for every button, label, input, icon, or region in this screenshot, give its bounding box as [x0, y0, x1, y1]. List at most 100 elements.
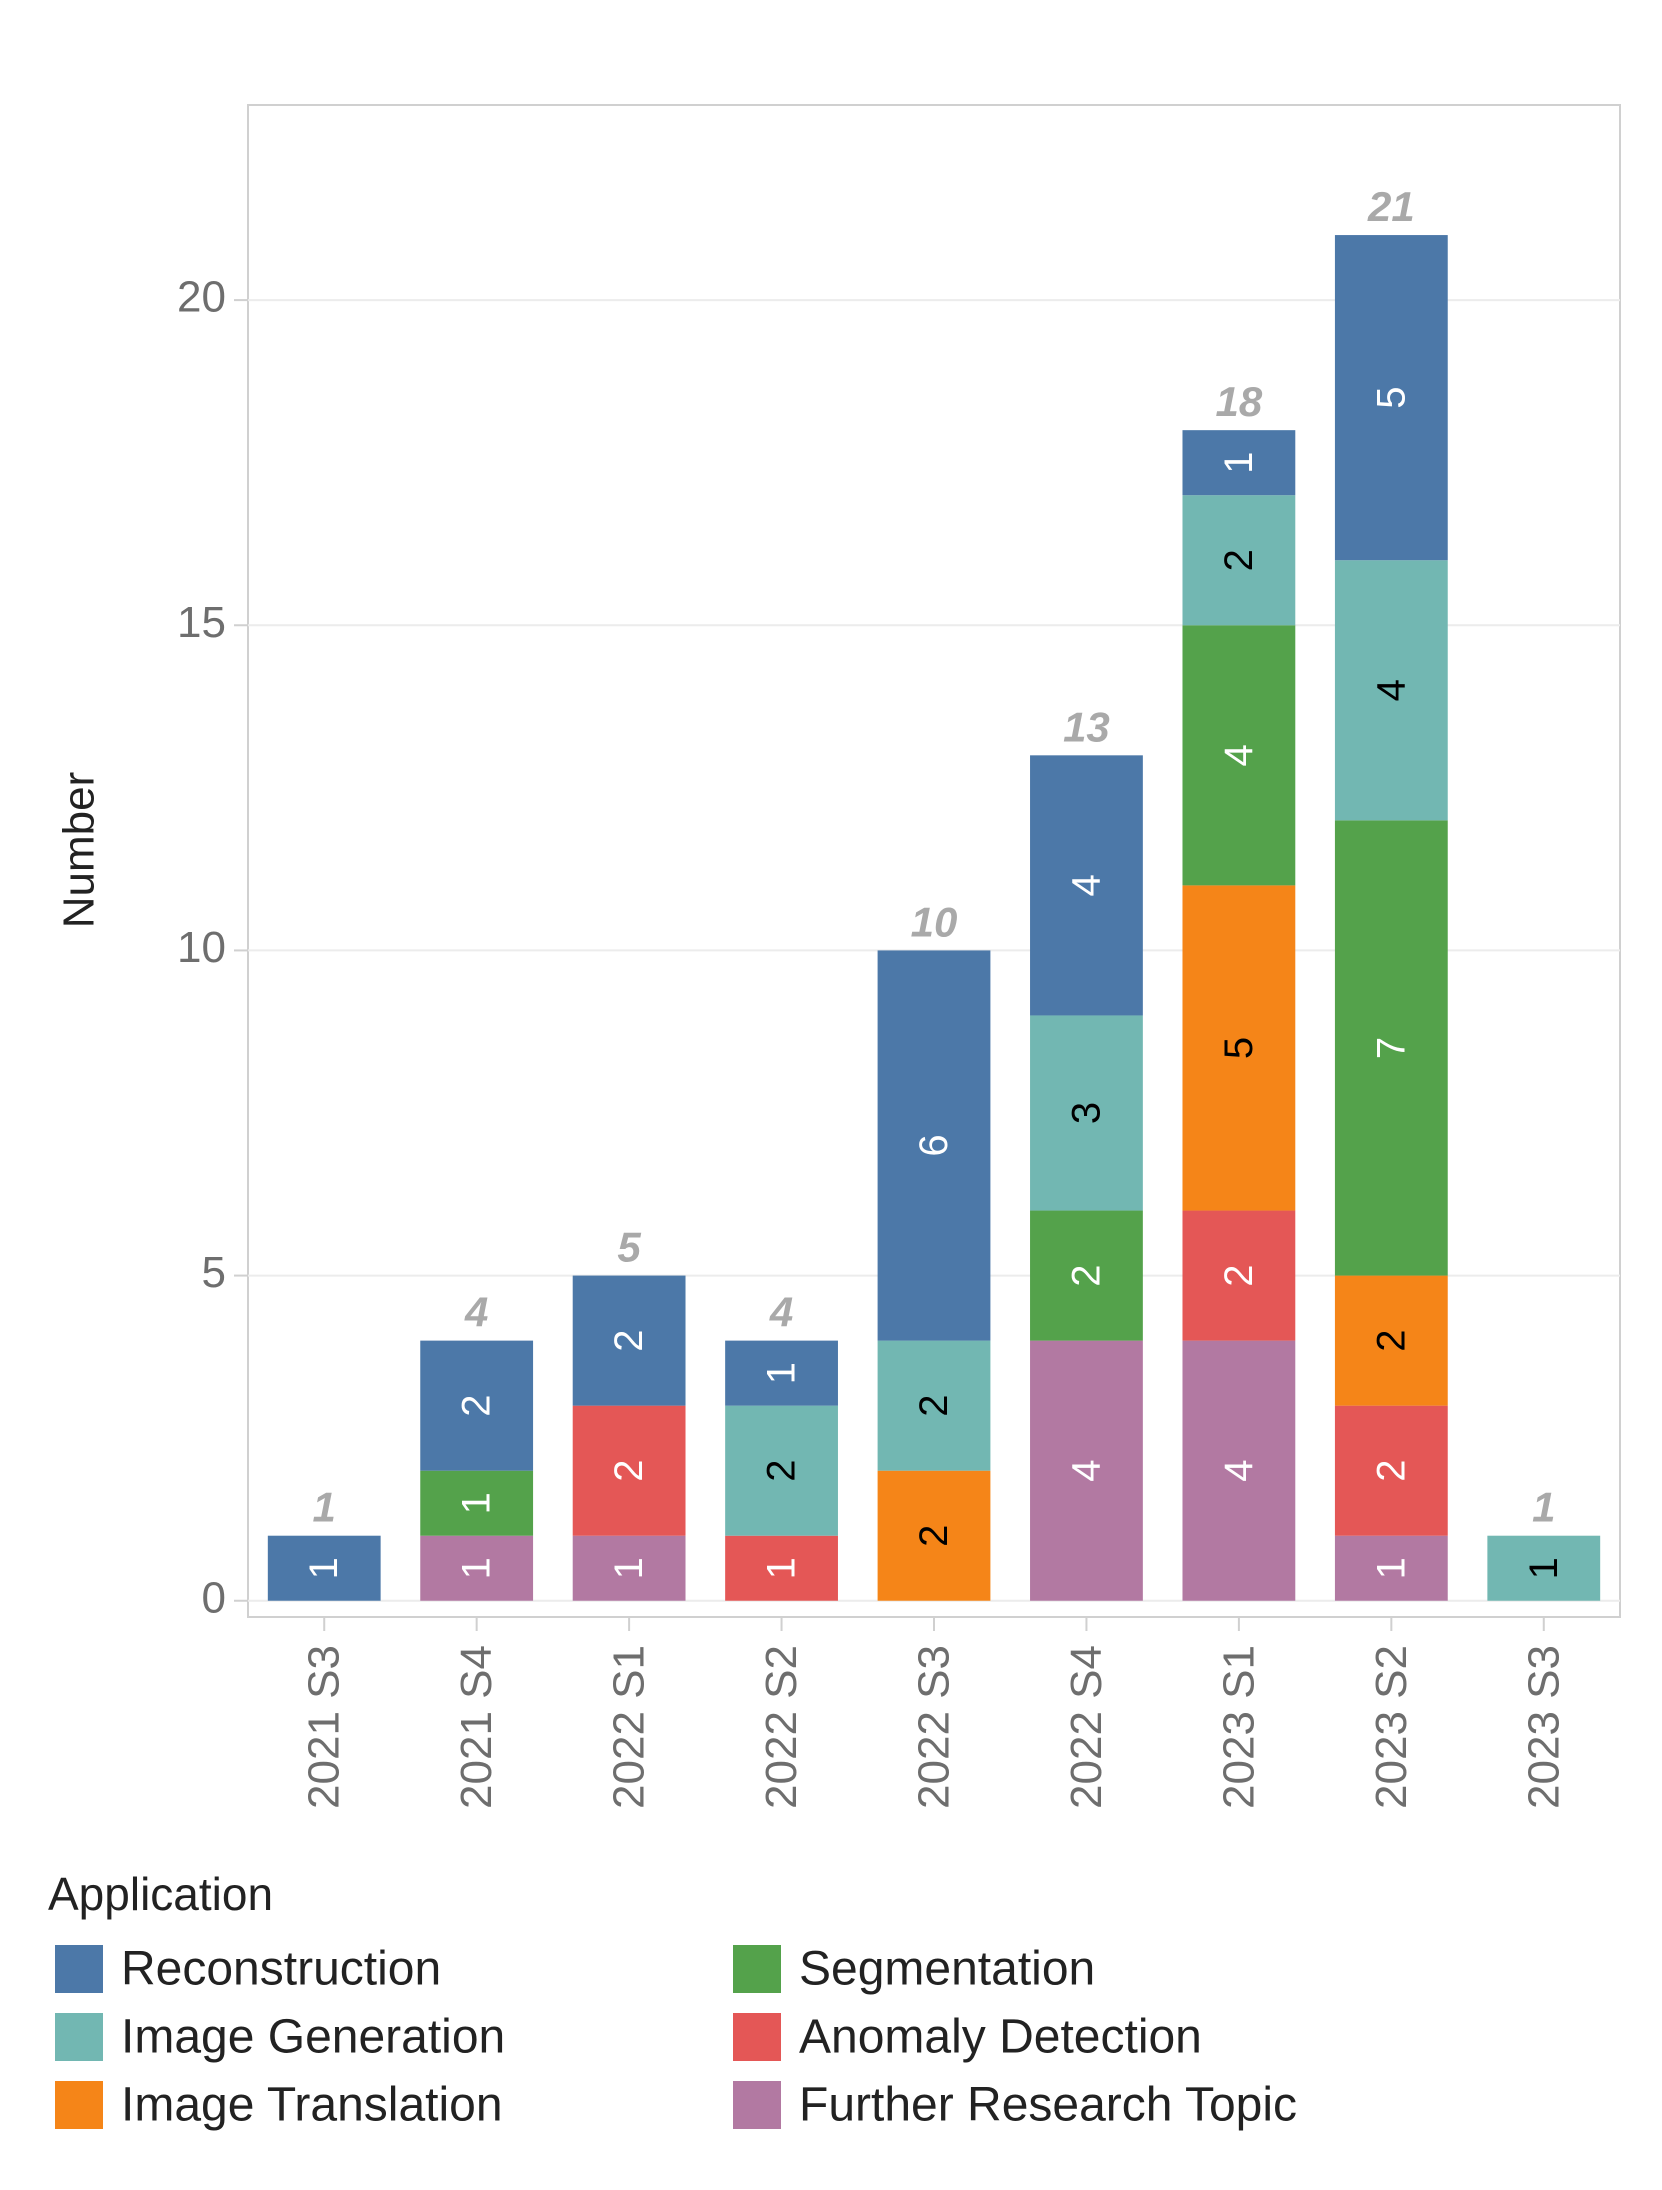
data-label: 1 [1522, 1557, 1566, 1579]
legend-swatch [733, 2013, 781, 2061]
x-tick-label: 2023 S1 [1214, 1645, 1263, 1809]
x-tick-label: 2022 S1 [605, 1645, 654, 1809]
legend-label: Image Generation [121, 2011, 505, 2064]
y-tick-label: 5 [202, 1248, 226, 1297]
bar-segment [1182, 430, 1296, 496]
data-label: 7 [1369, 1037, 1413, 1059]
bar-segment [725, 1405, 838, 1536]
total-label: 1 [313, 1484, 336, 1531]
bar-segment [1334, 235, 1448, 561]
data-label: 1 [760, 1362, 804, 1384]
legend-title: Application [48, 1868, 273, 1920]
legend-swatch [55, 2081, 103, 2129]
x-tick-label: 2023 S2 [1367, 1645, 1416, 1809]
total-label: 18 [1216, 378, 1263, 425]
bar-segment [572, 1535, 686, 1601]
bar-segment [1182, 885, 1296, 1211]
bar-segment [1487, 1535, 1601, 1601]
x-tick-label: 2023 S3 [1519, 1645, 1568, 1809]
bar-segment [420, 1535, 534, 1601]
bar-segment [1182, 1340, 1296, 1601]
data-label: 2 [760, 1460, 804, 1482]
data-label: 2 [1369, 1460, 1413, 1482]
bar-segment [1030, 1340, 1143, 1601]
data-label: 2 [455, 1395, 499, 1417]
total-label: 4 [464, 1289, 488, 1336]
bar-segment [725, 1535, 838, 1601]
bar-segment [877, 1340, 991, 1471]
bar-segment [1334, 560, 1448, 821]
data-label: 2 [1217, 1264, 1261, 1286]
legend-label: Segmentation [799, 1943, 1095, 1996]
data-label: 1 [455, 1557, 499, 1579]
data-label: 4 [1064, 874, 1108, 896]
legend-label: Further Research Topic [799, 2079, 1297, 2132]
data-label: 3 [1064, 1102, 1108, 1124]
x-tick-label: 2021 S4 [452, 1645, 501, 1809]
data-label: 1 [607, 1557, 651, 1579]
data-label: 2 [912, 1525, 956, 1547]
bar-segment [1182, 625, 1296, 886]
bar-segment [1334, 820, 1448, 1276]
total-label: 5 [617, 1224, 641, 1271]
data-label: 5 [1217, 1037, 1261, 1059]
y-tick-label: 15 [177, 598, 226, 647]
data-label: 1 [1369, 1557, 1413, 1579]
x-tick-label: 2021 S3 [300, 1645, 349, 1809]
bar-segment [877, 1470, 991, 1601]
data-label: 4 [1217, 1460, 1261, 1482]
total-label: 10 [911, 898, 958, 945]
data-label: 2 [1064, 1264, 1108, 1286]
bar-segment [420, 1340, 534, 1471]
data-label: 4 [1064, 1460, 1108, 1482]
legend-label: Anomaly Detection [799, 2011, 1202, 2064]
bar-segment [420, 1470, 534, 1536]
data-label: 1 [760, 1557, 804, 1579]
data-label: 6 [912, 1134, 956, 1156]
bar-segment [725, 1340, 838, 1406]
total-label: 1 [1532, 1484, 1555, 1531]
bar-segment [1030, 1015, 1143, 1211]
bar-segment [1030, 1210, 1143, 1341]
data-label: 2 [1369, 1329, 1413, 1351]
bar-segment [877, 950, 991, 1341]
legend-swatch [55, 1945, 103, 1993]
y-axis-label: Number [55, 772, 104, 929]
bar-segment [572, 1405, 686, 1536]
legend-label: Reconstruction [121, 1943, 441, 1996]
bar-segment [1334, 1405, 1448, 1536]
data-label: 4 [1369, 679, 1413, 701]
x-tick-label: 2022 S3 [910, 1645, 959, 1809]
bar-segment [572, 1275, 686, 1406]
x-tick-label: 2022 S2 [757, 1645, 806, 1809]
legend-label: Image Translation [121, 2079, 503, 2132]
bars: 1 1 1 2 1 2 2 1 2 1 2 2 6 4 2 3 4 4 2 5 4 2 1 1 2 2 7 4 5 1 [267, 235, 1601, 1601]
data-label: 5 [1369, 387, 1413, 409]
data-label: 2 [1217, 549, 1261, 571]
total-label: 13 [1063, 703, 1110, 750]
x-tick-label: 2022 S4 [1062, 1645, 1111, 1809]
legend-swatch [733, 2081, 781, 2129]
y-axis-ticks: 0 5 10 15 20 [177, 273, 248, 1622]
total-label: 21 [1367, 183, 1415, 230]
x-axis-ticks: 2021 S3 2021 S4 2022 S1 2022 S2 2022 S3 2022 … [300, 1617, 1568, 1809]
total-label: 4 [769, 1289, 793, 1336]
data-label: 2 [607, 1460, 651, 1482]
legend: Application Reconstruction Segmentation Im… [48, 1868, 1297, 2132]
data-label: 1 [455, 1492, 499, 1514]
data-label: 2 [607, 1329, 651, 1351]
y-tick-label: 0 [202, 1573, 226, 1622]
data-label: 1 [1217, 452, 1261, 474]
bar-segment [1182, 495, 1296, 626]
legend-swatch [733, 1945, 781, 1993]
bar-segment [1334, 1275, 1448, 1406]
data-label: 2 [912, 1395, 956, 1417]
data-label: 4 [1217, 744, 1261, 766]
bar-segment [1182, 1210, 1296, 1341]
y-tick-label: 20 [177, 273, 226, 322]
bar-segment [267, 1535, 381, 1601]
data-label: 1 [302, 1557, 346, 1579]
legend-swatch [55, 2013, 103, 2061]
